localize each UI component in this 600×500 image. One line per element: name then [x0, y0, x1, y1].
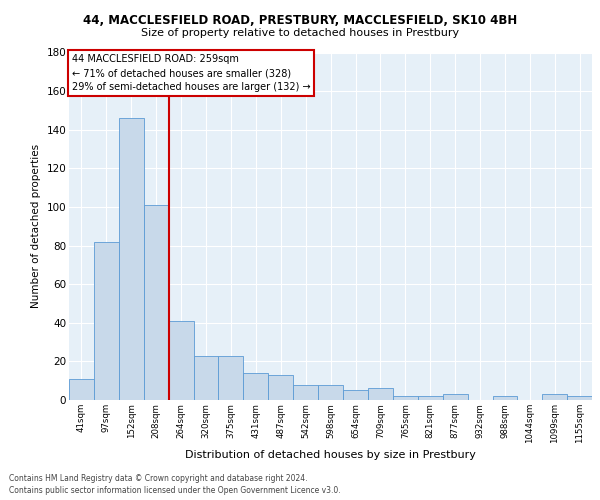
- Text: Contains HM Land Registry data © Crown copyright and database right 2024.: Contains HM Land Registry data © Crown c…: [9, 474, 308, 483]
- Bar: [218, 356, 244, 400]
- Bar: [244, 373, 268, 400]
- Bar: [318, 384, 343, 400]
- Bar: [493, 396, 517, 400]
- Bar: [542, 394, 567, 400]
- Bar: [443, 394, 467, 400]
- Bar: [144, 205, 169, 400]
- Bar: [119, 118, 144, 400]
- Bar: [293, 384, 318, 400]
- Bar: [169, 321, 194, 400]
- Text: Size of property relative to detached houses in Prestbury: Size of property relative to detached ho…: [141, 28, 459, 38]
- Bar: [368, 388, 393, 400]
- Text: Contains public sector information licensed under the Open Government Licence v3: Contains public sector information licen…: [9, 486, 341, 495]
- Text: 44 MACCLESFIELD ROAD: 259sqm
← 71% of detached houses are smaller (328)
29% of s: 44 MACCLESFIELD ROAD: 259sqm ← 71% of de…: [71, 54, 310, 92]
- Bar: [69, 379, 94, 400]
- Bar: [94, 242, 119, 400]
- Bar: [393, 396, 418, 400]
- Text: 44, MACCLESFIELD ROAD, PRESTBURY, MACCLESFIELD, SK10 4BH: 44, MACCLESFIELD ROAD, PRESTBURY, MACCLE…: [83, 14, 517, 27]
- Bar: [343, 390, 368, 400]
- Y-axis label: Number of detached properties: Number of detached properties: [31, 144, 41, 308]
- Bar: [194, 356, 218, 400]
- X-axis label: Distribution of detached houses by size in Prestbury: Distribution of detached houses by size …: [185, 450, 476, 460]
- Bar: [567, 396, 592, 400]
- Bar: [268, 375, 293, 400]
- Bar: [418, 396, 443, 400]
